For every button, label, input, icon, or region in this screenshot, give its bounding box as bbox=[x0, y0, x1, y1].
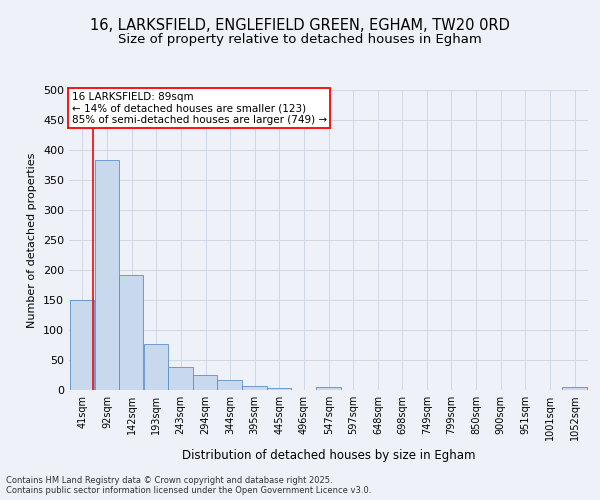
Bar bbox=[193, 375, 217, 390]
Bar bbox=[119, 276, 143, 390]
Y-axis label: Number of detached properties: Number of detached properties bbox=[28, 152, 37, 328]
Bar bbox=[316, 387, 341, 390]
Text: 16, LARKSFIELD, ENGLEFIELD GREEN, EGHAM, TW20 0RD: 16, LARKSFIELD, ENGLEFIELD GREEN, EGHAM,… bbox=[90, 18, 510, 32]
Bar bbox=[562, 387, 587, 390]
Text: Size of property relative to detached houses in Egham: Size of property relative to detached ho… bbox=[118, 32, 482, 46]
Bar bbox=[144, 344, 169, 390]
Bar bbox=[169, 367, 193, 390]
Text: Contains HM Land Registry data © Crown copyright and database right 2025.
Contai: Contains HM Land Registry data © Crown c… bbox=[6, 476, 371, 495]
Bar bbox=[95, 160, 119, 390]
Bar bbox=[217, 380, 242, 390]
Bar bbox=[266, 388, 291, 390]
Text: 16 LARKSFIELD: 89sqm
← 14% of detached houses are smaller (123)
85% of semi-deta: 16 LARKSFIELD: 89sqm ← 14% of detached h… bbox=[71, 92, 327, 124]
X-axis label: Distribution of detached houses by size in Egham: Distribution of detached houses by size … bbox=[182, 448, 475, 462]
Bar bbox=[242, 386, 266, 390]
Bar bbox=[70, 300, 94, 390]
